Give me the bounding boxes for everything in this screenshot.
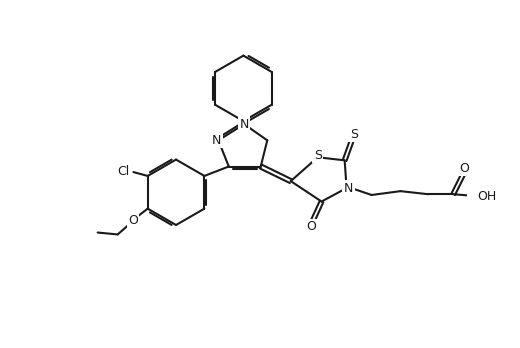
Text: O: O bbox=[306, 220, 316, 234]
Text: O: O bbox=[128, 214, 138, 228]
Text: O: O bbox=[460, 161, 470, 175]
Text: N: N bbox=[344, 182, 353, 195]
Text: S: S bbox=[314, 149, 322, 162]
Text: N: N bbox=[212, 134, 221, 147]
Text: S: S bbox=[350, 128, 358, 141]
Text: N: N bbox=[240, 118, 249, 130]
Text: OH: OH bbox=[477, 190, 497, 203]
Text: Cl: Cl bbox=[118, 165, 129, 178]
